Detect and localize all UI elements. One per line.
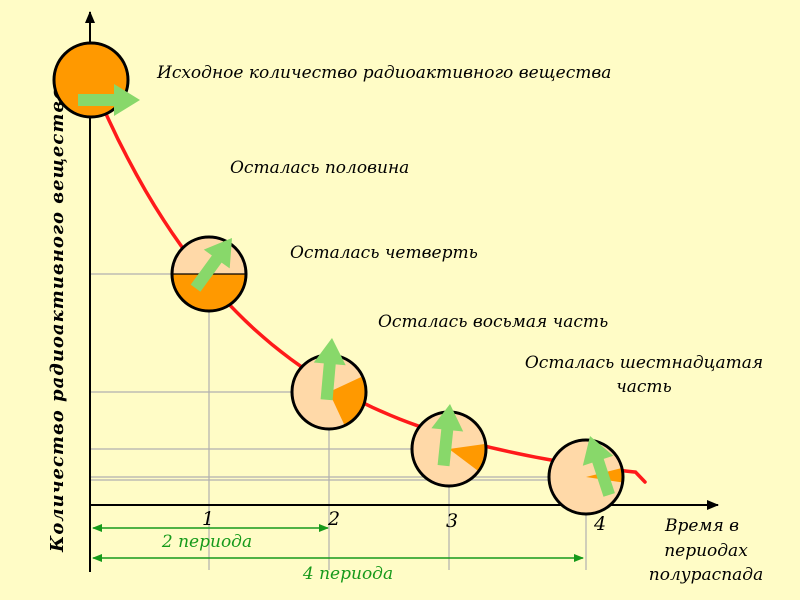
remaining-portion-half <box>172 274 246 311</box>
label-sixteenth-line-1: Осталась шестнадцатая <box>525 353 763 373</box>
pointer-arrow-initial <box>78 84 140 116</box>
label-sixteenth-line-2: часть <box>616 377 672 397</box>
label-initial: Исходное количество радиоактивного вещес… <box>156 63 611 83</box>
pointer-arrow-half <box>190 238 232 292</box>
label-half: Осталась половина <box>230 158 409 178</box>
stage-outline-sixteenth <box>547 438 625 516</box>
label-quarter: Осталась четверть <box>290 243 478 263</box>
period-4-label: 4 периода <box>302 564 393 584</box>
stage-outline-initial <box>52 41 130 119</box>
x-axis-label-line-1: Время в <box>664 516 739 536</box>
label-eighth: Осталась восьмая часть <box>378 312 608 332</box>
pointer-arrow-eighth <box>431 404 464 467</box>
stage-markers <box>52 41 625 516</box>
y-axis-label: Количество радиоактивного вещества <box>47 87 68 553</box>
x-tick-label-4: 4 <box>593 513 606 535</box>
x-tick-label-2: 2 <box>327 508 340 530</box>
period-2-label: 2 периода <box>161 532 252 552</box>
pointer-arrow-quarter <box>313 338 346 401</box>
pointer-arrow-sixteenth <box>582 436 615 497</box>
x-axis-label-line-3: полураспада <box>649 565 763 585</box>
stage-outline-half <box>170 235 248 313</box>
x-tick-label-1: 1 <box>202 508 214 530</box>
remaining-portion-quarter <box>329 376 366 426</box>
remaining-portion-eighth <box>449 443 486 472</box>
x-tick-label-3: 3 <box>446 510 458 532</box>
x-axis-label-line-2: периодах <box>664 541 748 561</box>
